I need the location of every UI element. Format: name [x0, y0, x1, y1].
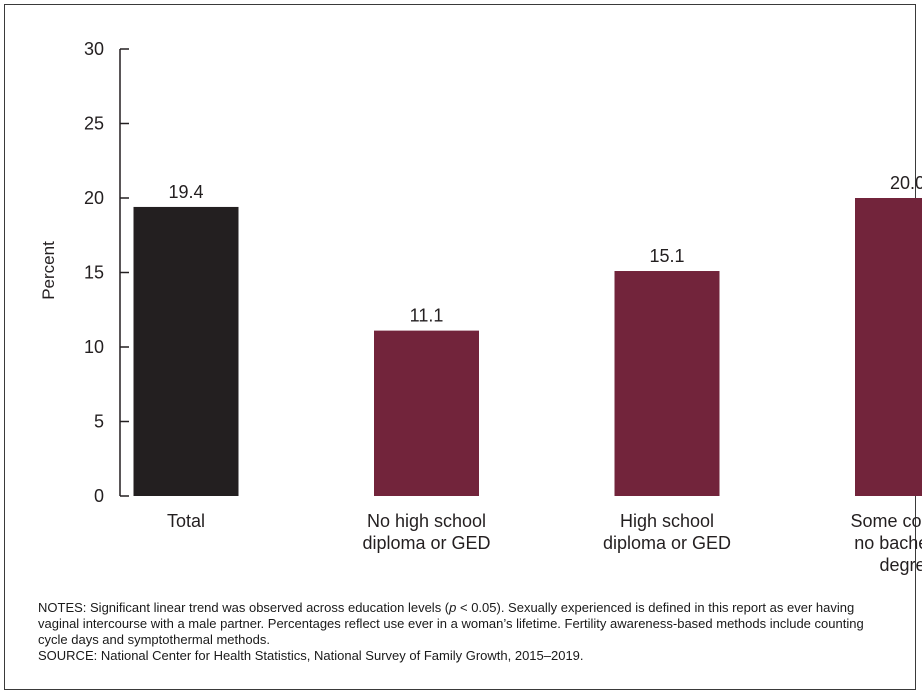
category-label-2: No high school diploma or GED	[362, 511, 490, 553]
bar-4	[855, 198, 922, 496]
value-label-2: 11.1	[410, 306, 444, 326]
notes-text-part1: NOTES: Significant linear trend was obse…	[38, 600, 450, 615]
y-tick-label: 30	[84, 39, 104, 59]
notes-text-part2: < 0.05). Sexually experienced is defined…	[38, 600, 864, 647]
y-tick-label: 15	[84, 263, 104, 283]
category-label-line: No high school	[367, 511, 486, 531]
category-label-line: Some college,	[850, 511, 922, 531]
bar-3	[614, 271, 720, 496]
y-tick-label: 25	[84, 114, 104, 134]
category-label-line: diploma or GED	[603, 533, 731, 553]
category-label-line: Total	[167, 511, 205, 531]
y-tick-label: 10	[84, 337, 104, 357]
y-axis-title: Percent	[39, 241, 58, 300]
category-label-4: Some college,no bachelor'sdegree	[850, 511, 922, 575]
value-label-1: 19.4	[168, 182, 203, 202]
category-label-1: Total	[167, 511, 205, 531]
figure-notes: NOTES: Significant linear trend was obse…	[38, 600, 888, 664]
notes-text: NOTES: Significant linear trend was obse…	[38, 600, 888, 648]
y-tick-label: 20	[84, 188, 104, 208]
category-label-line: no bachelor's	[854, 533, 922, 553]
bars-layer	[133, 198, 922, 496]
category-label-line: degree	[879, 555, 922, 575]
source-text: SOURCE: National Center for Health Stati…	[38, 648, 584, 663]
y-tick-label: 0	[94, 486, 104, 506]
category-label-3: High school diploma or GED	[603, 511, 731, 553]
bar-2	[374, 330, 479, 496]
bar-1	[133, 206, 239, 496]
y-tick-label: 5	[94, 412, 104, 432]
notes-p-symbol: p	[449, 600, 457, 615]
category-label-line: diploma or GED	[362, 533, 490, 553]
bar-chart: 0 5 10 15 20 25 30 Percent 19.4 Total 11.1 No high…	[39, 39, 922, 575]
category-label-line: High school	[620, 511, 714, 531]
value-label-4: 20.0	[890, 173, 922, 193]
value-label-3: 15.1	[649, 246, 684, 266]
axis-layer: 0 5 10 15 20 25 30 Percent	[39, 39, 129, 506]
